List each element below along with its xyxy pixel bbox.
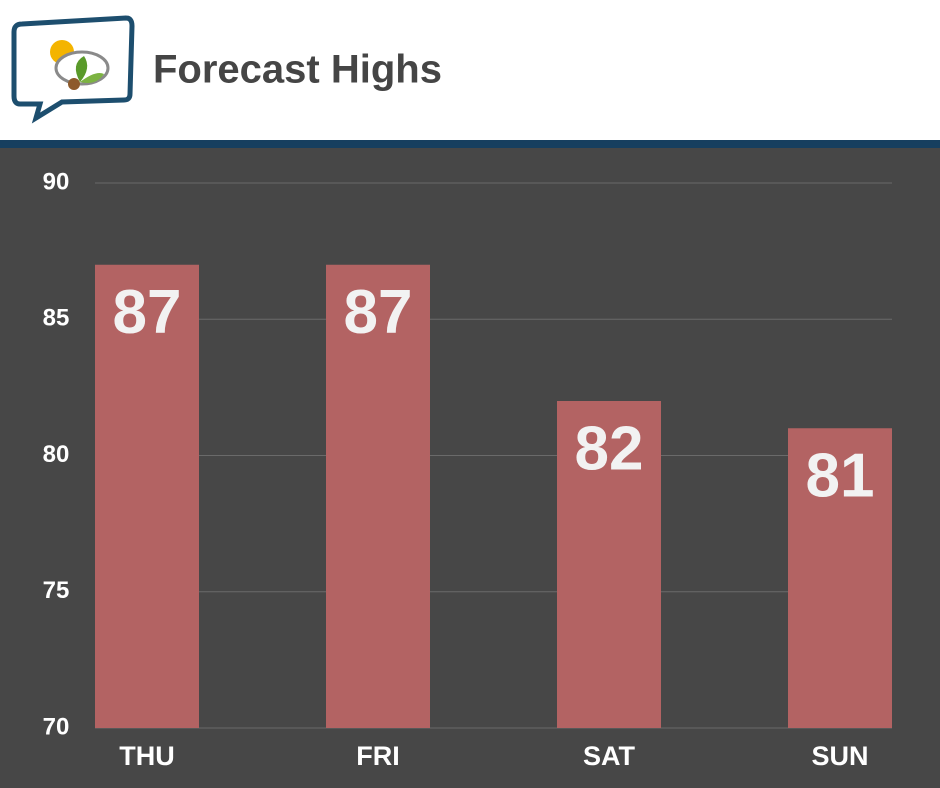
x-tick-label: THU	[119, 741, 175, 771]
data-label: 87	[344, 278, 413, 347]
data-label: 87	[113, 278, 182, 347]
x-tick-label: SUN	[811, 741, 868, 771]
header	[0, 0, 940, 140]
x-tick-label: FRI	[356, 741, 400, 771]
data-label: 81	[806, 442, 875, 511]
y-tick-label: 90	[43, 168, 70, 195]
y-tick-label: 80	[43, 441, 70, 468]
x-tick-label: SAT	[583, 741, 636, 771]
bar	[95, 264, 199, 728]
bar	[788, 428, 892, 728]
bar	[557, 401, 661, 728]
y-tick-label: 85	[43, 305, 70, 332]
bar	[326, 264, 430, 728]
data-label: 82	[575, 414, 644, 483]
y-tick-label: 75	[43, 577, 70, 604]
y-tick-label: 70	[43, 713, 70, 740]
chart-title: Forecast Highs	[153, 48, 442, 92]
logo	[11, 15, 135, 124]
header-rule	[0, 140, 940, 148]
